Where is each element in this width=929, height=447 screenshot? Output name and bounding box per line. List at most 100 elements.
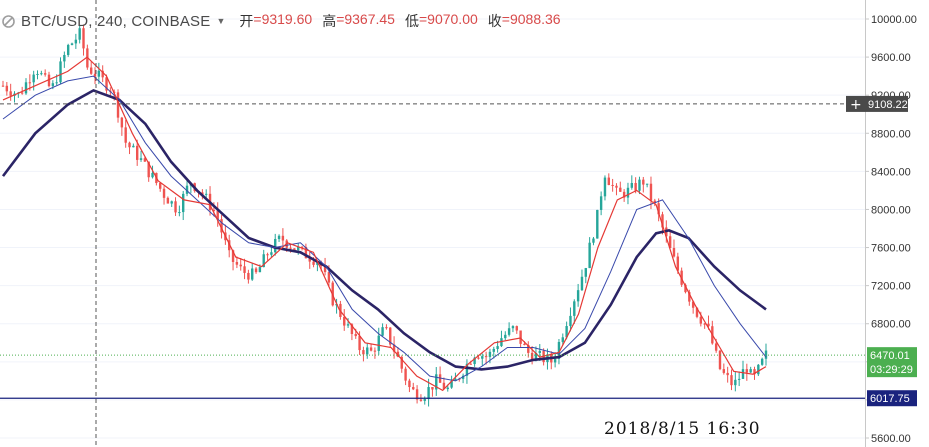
candle: [730, 369, 733, 391]
price-axis-tick: 5600.00: [871, 433, 911, 445]
candle: [745, 363, 749, 381]
candle: [1, 80, 5, 87]
candle: [274, 233, 277, 256]
candle: [619, 181, 622, 192]
crosshair-price-label: 9108.22: [868, 99, 908, 111]
ma-slow-line: [1, 88, 767, 371]
candle: [170, 200, 173, 208]
candle: [373, 347, 377, 359]
candle: [147, 161, 150, 182]
candle: [174, 197, 177, 216]
candle: [553, 352, 557, 368]
candle: [638, 176, 641, 195]
candle: [231, 249, 235, 271]
ma-mid-line: [2, 75, 767, 382]
candle: [120, 116, 124, 136]
candle: [603, 175, 607, 201]
candle: [561, 333, 564, 346]
symbol-logo-icon: [2, 14, 15, 28]
candle: [749, 366, 752, 373]
candle: [569, 307, 572, 332]
candle: [116, 89, 120, 123]
candle: [251, 262, 254, 281]
candle: [622, 189, 626, 202]
candle: [481, 353, 484, 366]
candle: [507, 322, 511, 337]
candle: [385, 324, 388, 330]
candle: [504, 331, 507, 341]
candle: [726, 366, 729, 383]
candle: [220, 214, 223, 239]
candle: [159, 182, 162, 192]
candle: [645, 183, 649, 188]
candle: [205, 189, 208, 199]
candle: [734, 372, 737, 392]
candle: [9, 83, 12, 101]
candle: [599, 191, 603, 216]
candle: [484, 351, 488, 365]
candle: [74, 33, 78, 49]
symbol-title[interactable]: BTC/USD, 240, COINBASE: [21, 12, 211, 30]
candle: [362, 346, 365, 362]
candle: [672, 239, 676, 258]
ohlc-close: 收 =9088.36: [487, 11, 561, 29]
candle: [584, 267, 587, 284]
candle: [239, 257, 242, 271]
candle: [400, 355, 403, 373]
candle: [5, 81, 9, 96]
candle: [36, 70, 39, 80]
candle: [66, 43, 70, 57]
candle: [216, 202, 219, 227]
ma-fast-line: [2, 56, 767, 392]
candle: [235, 256, 239, 269]
candle: [642, 176, 645, 193]
candle: [128, 141, 131, 155]
price-axis-tick: 8000.00: [871, 204, 911, 216]
level-price-tag: 6017.75: [867, 390, 917, 407]
price-axis-tick: 8800.00: [871, 128, 911, 140]
candlestick-series: [1, 24, 768, 407]
candle: [93, 67, 97, 85]
timestamp-overlay: 2018/8/15 16:30: [604, 419, 761, 439]
candle: [615, 183, 618, 196]
chevron-down-icon[interactable]: ▼: [216, 16, 226, 26]
candle: [63, 51, 66, 68]
candle: [511, 325, 515, 333]
current-price-label: 6470.01: [870, 350, 910, 362]
candle: [592, 236, 595, 246]
candle: [515, 325, 518, 334]
candle: [124, 119, 127, 148]
candle: [576, 283, 580, 307]
ohlc-low: 低 =9070.00: [404, 11, 478, 29]
candle: [369, 344, 373, 352]
price-axis-tick: 9600.00: [871, 52, 911, 64]
price-axis-tick: 7200.00: [871, 281, 911, 293]
candle: [139, 150, 143, 162]
candle: [760, 357, 764, 366]
price-axis-tick: 10000.00: [871, 14, 917, 26]
candle: [668, 231, 672, 249]
candle: [59, 57, 62, 85]
candle: [611, 178, 614, 192]
candle: [427, 378, 430, 407]
candle: [392, 336, 396, 359]
candle: [438, 366, 442, 383]
candle: [32, 70, 35, 91]
candle: [151, 165, 154, 179]
candle: [741, 360, 745, 379]
candle: [308, 252, 311, 269]
candle: [691, 300, 695, 314]
price-axis[interactable]: 10000.009600.009200.008800.008400.008000…: [865, 14, 917, 445]
candle: [757, 363, 760, 377]
current-price-tag: 6470.01 03:29:29: [867, 347, 917, 378]
candle: [135, 139, 139, 166]
plus-icon[interactable]: +: [850, 97, 862, 113]
candle: [270, 245, 273, 258]
candle: [228, 234, 231, 258]
candle: [89, 61, 93, 75]
candle: [82, 24, 85, 56]
candle: [626, 182, 630, 205]
candle: [500, 330, 503, 348]
candle: [492, 346, 495, 359]
